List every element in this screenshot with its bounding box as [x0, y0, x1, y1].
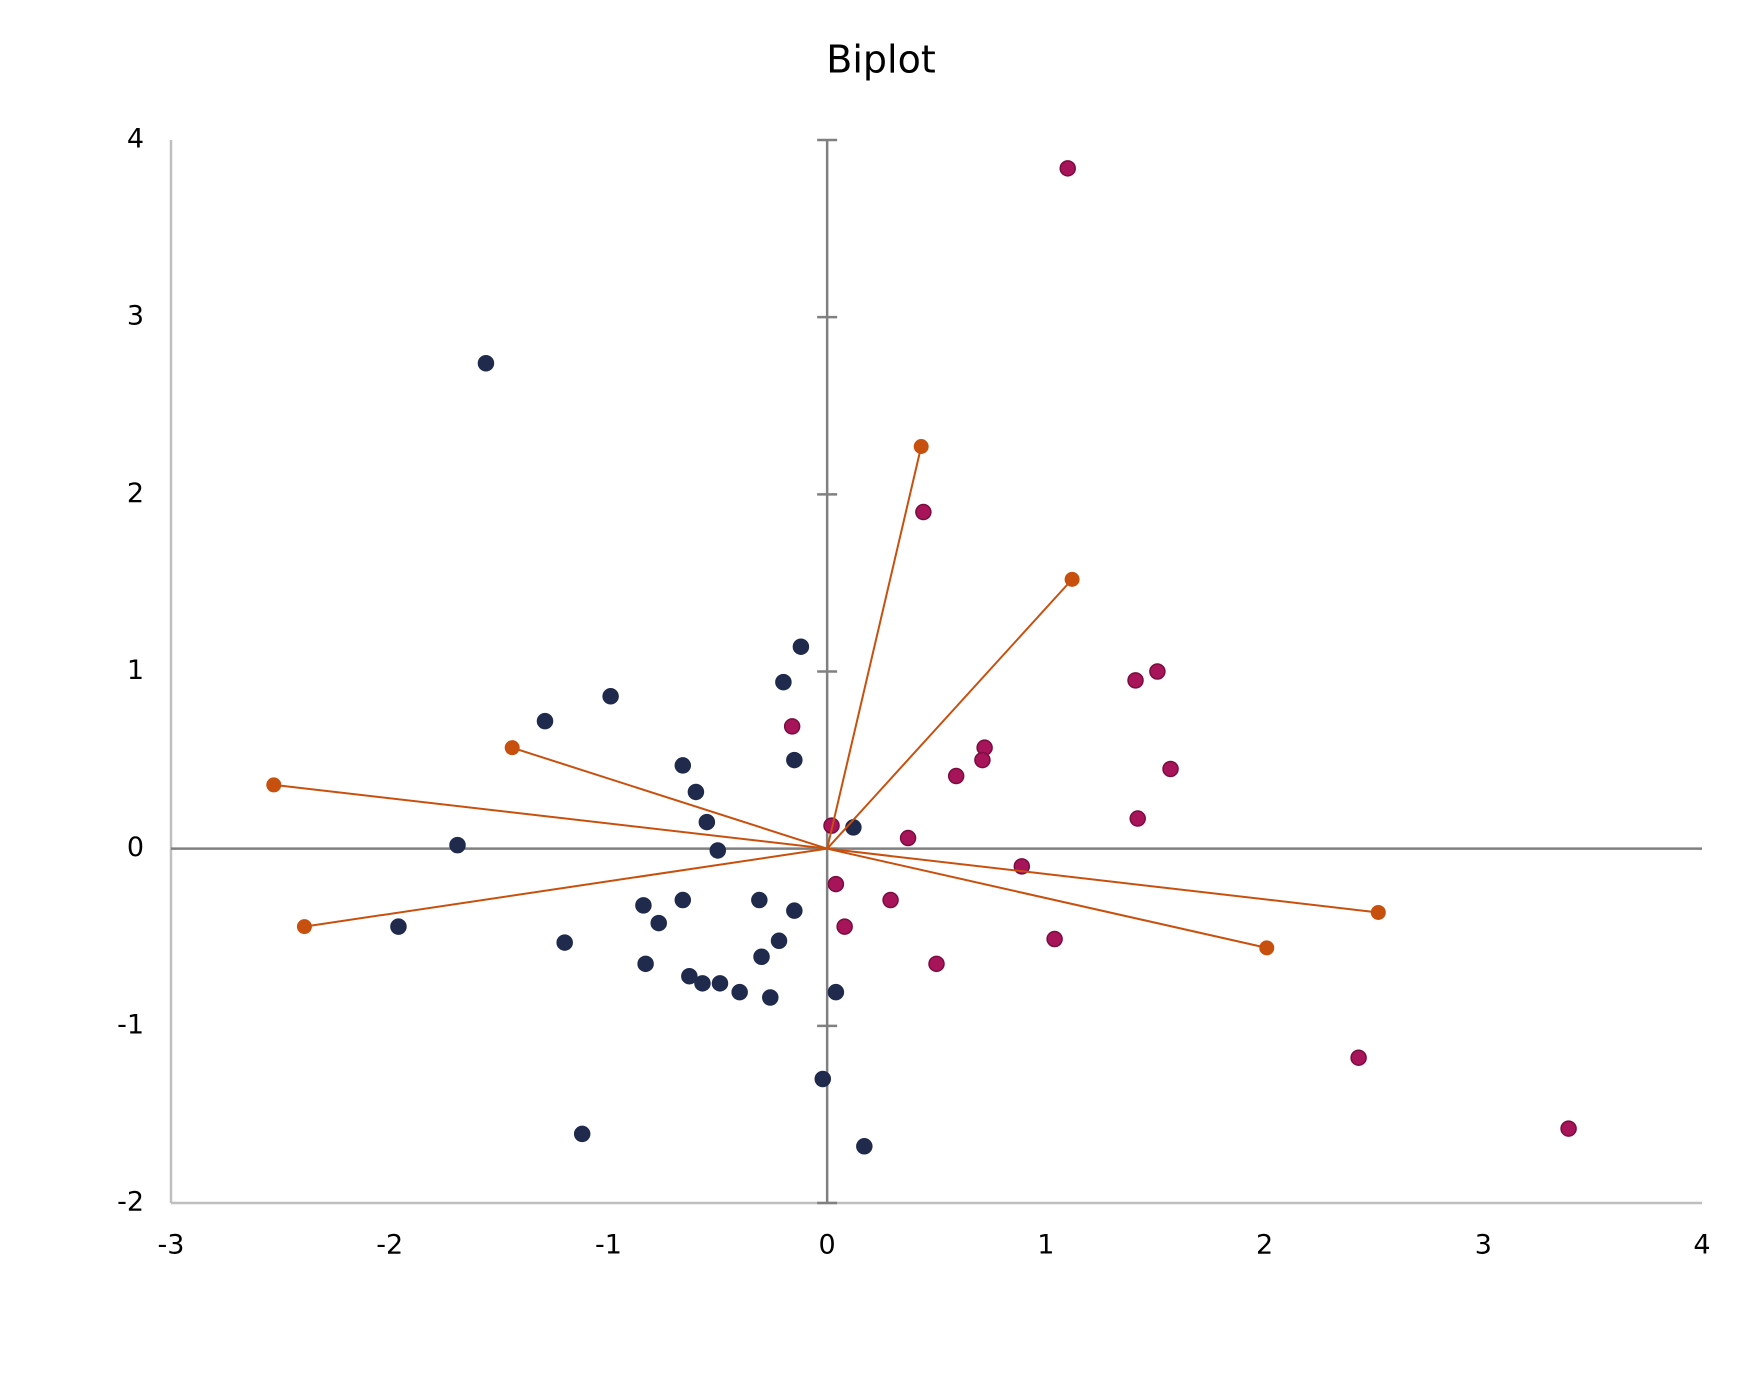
x-tick-label: -3 — [158, 1230, 185, 1261]
point — [731, 983, 748, 1001]
point — [836, 918, 853, 935]
x-tick-label: -1 — [595, 1230, 622, 1261]
point — [536, 712, 554, 730]
point — [637, 955, 654, 973]
point — [753, 948, 770, 965]
point — [390, 918, 407, 935]
point — [786, 902, 803, 919]
point — [709, 842, 727, 859]
point — [751, 891, 768, 909]
point — [827, 983, 845, 1001]
vector-line — [826, 578, 1073, 850]
point — [786, 751, 803, 769]
point — [792, 638, 810, 655]
point — [762, 989, 779, 1006]
chart-title: Biplot — [826, 38, 935, 82]
vector-line — [273, 783, 828, 850]
vector-line — [511, 746, 828, 850]
point — [1127, 672, 1144, 689]
point — [1046, 930, 1063, 948]
x-tick-label: -2 — [376, 1230, 403, 1261]
point — [899, 829, 917, 847]
vector-end — [913, 438, 929, 454]
point — [674, 891, 692, 909]
point — [1560, 1120, 1577, 1137]
point — [775, 673, 792, 691]
vector-end — [504, 740, 520, 756]
point — [635, 897, 652, 914]
vector-line — [826, 847, 1267, 949]
point — [783, 718, 801, 735]
point — [928, 955, 945, 973]
point — [845, 819, 862, 836]
x-tick-label: 0 — [819, 1230, 836, 1261]
point — [770, 932, 788, 950]
vector-end — [296, 919, 312, 935]
point — [1149, 663, 1166, 680]
point — [1129, 810, 1146, 827]
x-tick-label: 3 — [1475, 1230, 1492, 1261]
x-tick-label: 2 — [1256, 1230, 1273, 1261]
x-tick-label: 4 — [1693, 1230, 1710, 1261]
vector-end — [266, 777, 282, 793]
point — [694, 975, 711, 992]
point — [974, 751, 991, 769]
vector-line — [827, 847, 1379, 914]
point — [947, 767, 965, 785]
y-tick-label: 1 — [127, 655, 144, 686]
point — [556, 934, 573, 951]
y-tick-label: -1 — [117, 1009, 144, 1040]
y-tick-label: 3 — [127, 301, 144, 332]
vector-end — [1064, 571, 1080, 587]
point — [856, 1138, 873, 1155]
vector-end — [1370, 904, 1386, 920]
point — [602, 688, 619, 705]
x-tick-label: 1 — [1037, 1230, 1054, 1261]
point — [477, 354, 495, 372]
y-tick-label: 0 — [127, 832, 144, 863]
point — [1350, 1049, 1367, 1066]
y-tick-label: -2 — [117, 1187, 144, 1218]
point — [449, 836, 466, 854]
point — [650, 914, 667, 932]
point — [681, 967, 698, 985]
point — [687, 783, 705, 801]
y-tick-label: 4 — [127, 124, 144, 155]
point — [882, 891, 899, 909]
vector-line — [304, 847, 828, 928]
point — [573, 1125, 591, 1143]
point — [1162, 760, 1179, 778]
point — [827, 875, 845, 893]
point — [1059, 160, 1076, 177]
point — [698, 813, 716, 831]
vector-end — [1259, 940, 1275, 956]
point — [711, 975, 729, 992]
vector-line — [826, 446, 923, 849]
point — [814, 1070, 832, 1088]
point — [915, 503, 932, 521]
point — [674, 757, 692, 774]
y-tick-label: 2 — [127, 478, 144, 509]
